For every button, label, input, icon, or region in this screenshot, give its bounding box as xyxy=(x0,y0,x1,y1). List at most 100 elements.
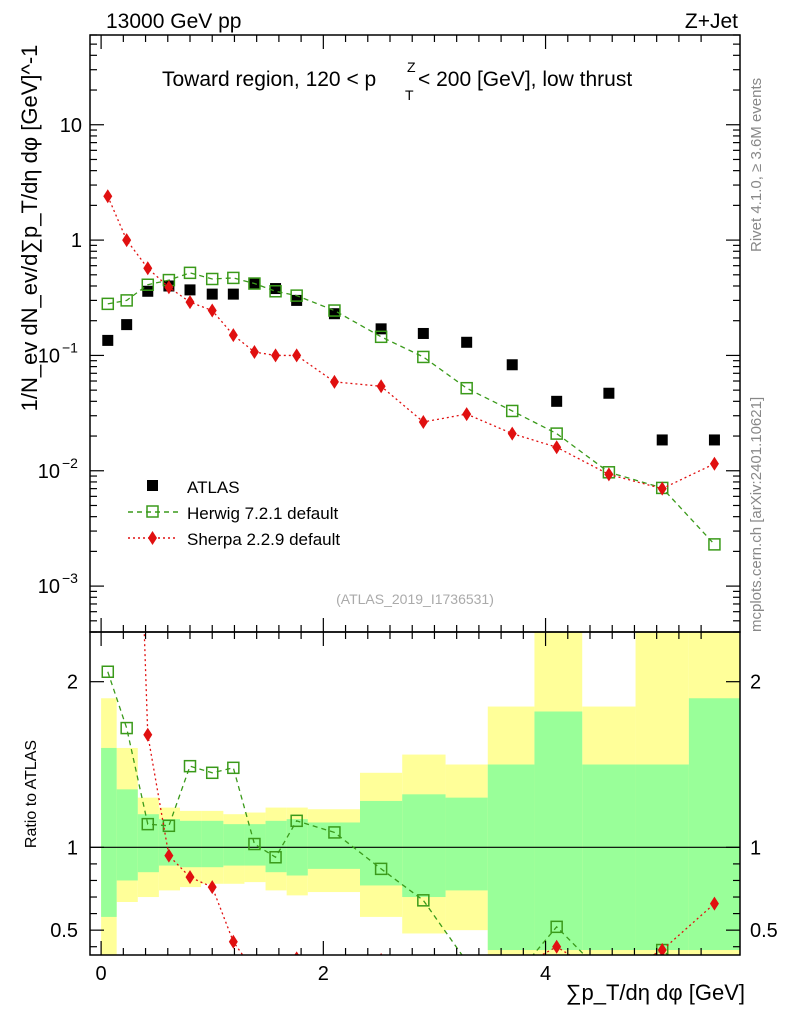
herwig-point xyxy=(550,427,563,440)
ratio-herwig-point xyxy=(461,956,472,967)
herwig-point xyxy=(417,350,430,364)
main-line-1 xyxy=(107,272,715,545)
sherpa-point xyxy=(207,303,217,318)
ratio-band-green xyxy=(582,764,636,951)
herwig-point xyxy=(708,538,721,551)
main-y-axis-label-text: 1/N_ev dN_ev/d∑p_T/dη dφ [GeV]^-1 xyxy=(17,45,42,412)
atlas-point xyxy=(328,308,340,320)
ratio-band-green xyxy=(445,797,488,891)
sherpa-point xyxy=(329,374,339,389)
sherpa-point xyxy=(122,233,132,248)
ratio-y-tick-label: 1 xyxy=(67,837,78,859)
atlas-point xyxy=(375,323,387,335)
ratio-y-tick-label-right: 0.5 xyxy=(750,920,778,942)
ratio-panel-frame xyxy=(89,631,741,956)
atlas-point xyxy=(206,288,218,300)
ratio-herwig-point xyxy=(507,974,518,985)
ratio-band-green xyxy=(201,820,224,868)
ratio-herwig-point xyxy=(328,826,341,839)
main-series xyxy=(101,189,721,551)
herwig-point xyxy=(505,404,519,418)
energy-label: 13000 GeV pp xyxy=(106,10,241,33)
sherpa-point xyxy=(228,328,238,343)
main-line-2 xyxy=(107,195,715,490)
x-tick-label: 4 xyxy=(540,963,551,985)
ratio-sherpa-point xyxy=(207,880,217,895)
legend-sherpa-marker xyxy=(148,531,157,545)
herwig-point xyxy=(374,330,388,344)
atlas-point xyxy=(184,284,196,296)
ratio-sherpa-point xyxy=(250,965,259,979)
ratio-band-green xyxy=(180,820,202,868)
ratio-sherpa-point xyxy=(143,727,153,742)
atlas-point xyxy=(461,336,473,348)
ratio-band-green xyxy=(101,747,117,917)
ratio-y-tick-label: 2 xyxy=(67,672,78,694)
atlas-point xyxy=(506,359,518,371)
ratio-herwig-point xyxy=(374,862,388,876)
ratio-sherpa-point xyxy=(228,934,238,949)
ratio-band-green xyxy=(402,794,446,898)
legend-herwig-label: Herwig 7.2.1 default xyxy=(187,504,338,523)
ratio-band-green xyxy=(116,789,138,881)
main-y-axis-label: 1/N_ev dN_ev/d∑p_T/dη dφ [GeV]^-1 xyxy=(17,45,42,412)
herwig-point xyxy=(205,272,219,286)
ratio-herwig-point xyxy=(290,814,303,828)
ratio-y-tick-label-right: 2 xyxy=(750,672,761,694)
atlas-point xyxy=(708,434,720,446)
main-y-tick-label: 10 xyxy=(38,345,60,367)
plot-title: Toward region, 120 < p Z T < 200 [GeV], … xyxy=(162,59,632,103)
legend-atlas-marker xyxy=(147,480,158,491)
ratio-sherpa-point xyxy=(419,978,428,992)
main-y-tick-label: 10 xyxy=(60,115,82,137)
ratio-band-green xyxy=(265,820,287,873)
herwig-point xyxy=(290,289,303,302)
atlas-point xyxy=(417,327,429,339)
herwig-point xyxy=(101,297,115,311)
ratio-band-green xyxy=(534,711,583,951)
atlas-point xyxy=(121,319,133,331)
sherpa-point xyxy=(657,481,667,496)
legend-atlas-label: ATLAS xyxy=(187,478,240,497)
ratio-y-tick-label: 0.5 xyxy=(50,920,78,942)
plot-title-rest: < 200 [GeV], low thrust xyxy=(418,68,632,91)
x-tick-label: 0 xyxy=(96,963,107,985)
herwig-point xyxy=(120,294,133,307)
atlas-point xyxy=(551,395,563,407)
legend-sherpa-label: Sherpa 2.2.9 default xyxy=(187,530,340,549)
main-y-tick-label: 10 xyxy=(38,576,60,598)
ratio-band-green xyxy=(307,822,360,869)
ratio-herwig-point xyxy=(227,761,240,775)
ratio-band-green xyxy=(360,800,403,886)
ratio-bands xyxy=(90,632,740,955)
herwig-point xyxy=(227,271,240,285)
mcplots-label: mcplots.cern.ch [arXiv:2401.10621] xyxy=(748,397,765,632)
ratio-sherpa-point xyxy=(294,951,300,955)
sherpa-point xyxy=(164,280,174,295)
ratio-herwig-point xyxy=(120,721,133,735)
ratio-y-axis-label-text: Ratio to ATLAS xyxy=(23,740,40,848)
x-axis-label: ∑p_T/dη dφ [GeV] xyxy=(566,980,745,1005)
ratio-herwig-point xyxy=(205,766,219,780)
plot-title-sup: Z xyxy=(407,59,416,75)
sherpa-point xyxy=(709,456,719,471)
ratio-y-axis-label: Ratio to ATLAS xyxy=(23,740,40,848)
main-y-tick-exponent: −1 xyxy=(62,339,78,355)
atlas-point xyxy=(142,285,154,297)
herwig-point xyxy=(328,304,341,317)
herwig-point xyxy=(183,266,197,280)
herwig-point xyxy=(460,381,473,395)
ratio-sherpa-point xyxy=(122,112,131,126)
ratio-band-green xyxy=(137,814,159,873)
sherpa-point xyxy=(604,467,614,482)
atlas-point xyxy=(603,387,615,399)
sherpa-point xyxy=(462,407,472,422)
ratio-line-0 xyxy=(107,671,670,955)
atlas-point xyxy=(227,288,239,300)
sherpa-point xyxy=(292,348,302,363)
ratio-band-green xyxy=(244,824,266,866)
sherpa-point xyxy=(507,426,517,441)
ratio-band-green xyxy=(688,698,740,951)
sherpa-point xyxy=(143,261,153,276)
